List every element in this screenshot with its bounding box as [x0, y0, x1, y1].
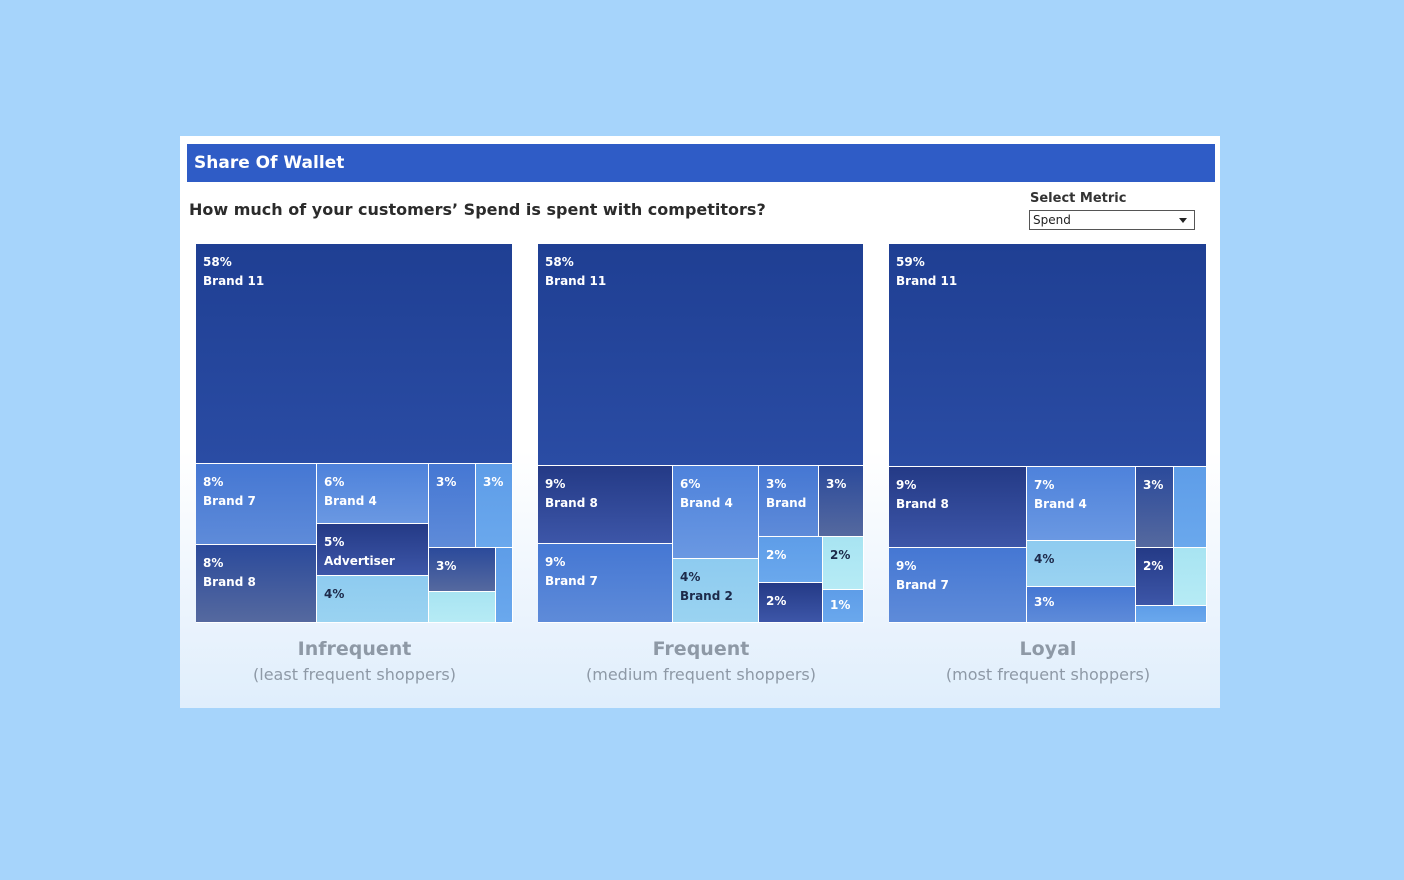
tile-percent-label: 4% — [680, 570, 701, 584]
segment-title-loyal: Loyal — [1019, 638, 1077, 660]
segment-subtitle-loyal: (most frequent shoppers) — [945, 665, 1151, 684]
tile-percent-label: 3% — [826, 477, 847, 491]
tile-percent-label: 9% — [545, 477, 566, 491]
tile-percent-label: 3% — [483, 475, 504, 489]
tile-brand-label: Brand 7 — [203, 494, 256, 508]
treemap-tile-brand-11[interactable]: 58% Brand 11 — [538, 244, 864, 466]
tile-percent-label: 2% — [766, 594, 787, 608]
tile-percent-label: 4% — [1034, 552, 1055, 566]
tile-percent-label: 2% — [1143, 559, 1164, 573]
treemap-tile-brand-11[interactable]: 58% Brand 11 — [196, 244, 513, 464]
tile-percent-label: 4% — [324, 587, 345, 601]
treemap-tile-brand-11[interactable]: 59% Brand 11 — [889, 244, 1207, 467]
tile-brand-label: Brand 4 — [680, 496, 733, 510]
treemap-tile-tile-2pct-a[interactable]: 2% — [759, 537, 823, 583]
select-metric-label: Select Metric — [1030, 191, 1127, 206]
treemap-tile-brand-4[interactable]: 6% Brand 4 — [673, 466, 759, 559]
treemap-tile-tile-3pct-b[interactable]: 3% — [476, 464, 513, 548]
treemap-tile-brand-7[interactable]: 9% Brand 7 — [538, 544, 673, 623]
tile-percent-label: 7% — [1034, 478, 1055, 492]
tile-percent-label: 59% — [896, 255, 925, 269]
tile-brand-label: Brand 7 — [896, 578, 949, 592]
question-heading: How much of your customers’ Spend is spe… — [189, 200, 766, 219]
treemap-tile-tile-2pct[interactable]: 2% — [1136, 548, 1174, 606]
tile-percent-label: 6% — [324, 475, 345, 489]
treemap-tile-brand-4[interactable]: 7% Brand 4 — [1027, 467, 1136, 541]
treemap-tile-tile-3pct-a[interactable]: 3% — [1027, 587, 1136, 623]
tile-percent-label: 2% — [766, 548, 787, 562]
tile-brand-label: Brand 8 — [545, 496, 598, 510]
treemap-tile-tile-unlabeled-b[interactable] — [1174, 548, 1207, 606]
treemap-tile-tile-1pct[interactable]: 1% — [823, 590, 864, 623]
treemap-tile-brand-8[interactable]: 9% Brand 8 — [538, 466, 673, 544]
treemap-tile-tile-unlabeled-b[interactable] — [496, 548, 513, 623]
tile-percent-label: 9% — [545, 555, 566, 569]
tile-percent-label: 3% — [436, 559, 457, 573]
tile-percent-label: 3% — [1034, 595, 1055, 609]
treemap-tile-brand-trunc[interactable]: 3% Brand — [759, 466, 819, 537]
tile-percent-label: 58% — [545, 255, 574, 269]
treemap-tile-brand-2[interactable]: 4% Brand 2 — [673, 559, 759, 623]
tile-percent-label: 6% — [680, 477, 701, 491]
treemap-tile-tile-3pct-b[interactable]: 3% — [1136, 467, 1174, 548]
treemap-tile-brand-7[interactable]: 9% Brand 7 — [889, 548, 1027, 623]
tile-percent-label: 5% — [324, 535, 345, 549]
tile-percent-label: 8% — [203, 556, 224, 570]
segment-title-infrequent: Infrequent — [297, 638, 412, 660]
treemap-tile-tile-unlabeled-a[interactable] — [429, 592, 496, 623]
treemap-frequent: 58% Brand 11 9% Brand 8 9% Brand 7 6% Brand 4 4%… — [538, 244, 864, 623]
tile-percent-label: 8% — [203, 475, 224, 489]
treemap-tile-tile-4pct[interactable]: 4% — [1027, 541, 1136, 587]
segment-title-frequent: Frequent — [652, 638, 750, 660]
segment-subtitle-frequent: (medium frequent shoppers) — [585, 665, 816, 684]
metric-dropdown[interactable]: Spend — [1029, 210, 1195, 230]
tile-brand-label: Advertiser — [324, 554, 395, 568]
tile-brand-label: Brand 11 — [896, 274, 958, 288]
treemap-tile-tile-3pct-c[interactable]: 3% — [429, 548, 496, 592]
treemap-tile-brand-7[interactable]: 8% Brand 7 — [196, 464, 317, 545]
dashboard-title: Share Of Wallet — [187, 144, 1215, 182]
tile-brand-label: Brand 8 — [896, 497, 949, 511]
treemap-tile-tile-2pct-c[interactable]: 2% — [759, 583, 823, 623]
tile-brand-label: Brand 8 — [203, 575, 256, 589]
treemap-tile-tile-2pct-b[interactable]: 2% — [823, 537, 864, 590]
treemap-tile-tile-3pct[interactable]: 3% — [819, 466, 864, 537]
tile-brand-label: Brand 4 — [324, 494, 377, 508]
tile-brand-label: Brand 11 — [545, 274, 607, 288]
treemap-tile-brand-4[interactable]: 6% Brand 4 — [317, 464, 429, 524]
treemap-tile-tile-3pct-a[interactable]: 3% — [429, 464, 476, 548]
tile-percent-label: 1% — [830, 598, 851, 612]
treemap-tile-tile-unlabeled-a[interactable] — [1174, 467, 1207, 548]
treemap-tile-brand-8[interactable]: 8% Brand 8 — [196, 545, 317, 623]
treemap-tile-brand-8[interactable]: 9% Brand 8 — [889, 467, 1027, 548]
treemap-tile-tile-unlabeled-c[interactable] — [1136, 606, 1207, 623]
metric-selected-value: Spend — [1033, 213, 1071, 227]
tile-percent-label: 3% — [436, 475, 457, 489]
tile-brand-label: Brand 2 — [680, 589, 733, 603]
tile-brand-label: Brand — [766, 496, 807, 510]
tile-percent-label: 9% — [896, 478, 917, 492]
tile-brand-label: Brand 11 — [203, 274, 265, 288]
tile-percent-label: 2% — [830, 548, 851, 562]
tile-percent-label: 58% — [203, 255, 232, 269]
chevron-down-icon[interactable] — [1179, 218, 1187, 223]
treemap-tile-tile-4pct[interactable]: 4% — [317, 576, 429, 623]
segment-subtitle-infrequent: (least frequent shoppers) — [253, 665, 456, 684]
treemap-tile-advertiser[interactable]: 5% Advertiser — [317, 524, 429, 576]
treemap-loyal: 59% Brand 11 9% Brand 8 9% Brand 7 7% Brand 4 4%… — [889, 244, 1207, 623]
tile-percent-label: 3% — [766, 477, 787, 491]
tile-brand-label: Brand 4 — [1034, 497, 1087, 511]
treemap-infrequent: 58% Brand 11 8% Brand 7 8% Brand 8 6% Brand 4 5%… — [196, 244, 513, 623]
tile-percent-label: 9% — [896, 559, 917, 573]
tile-percent-label: 3% — [1143, 478, 1164, 492]
tile-brand-label: Brand 7 — [545, 574, 598, 588]
